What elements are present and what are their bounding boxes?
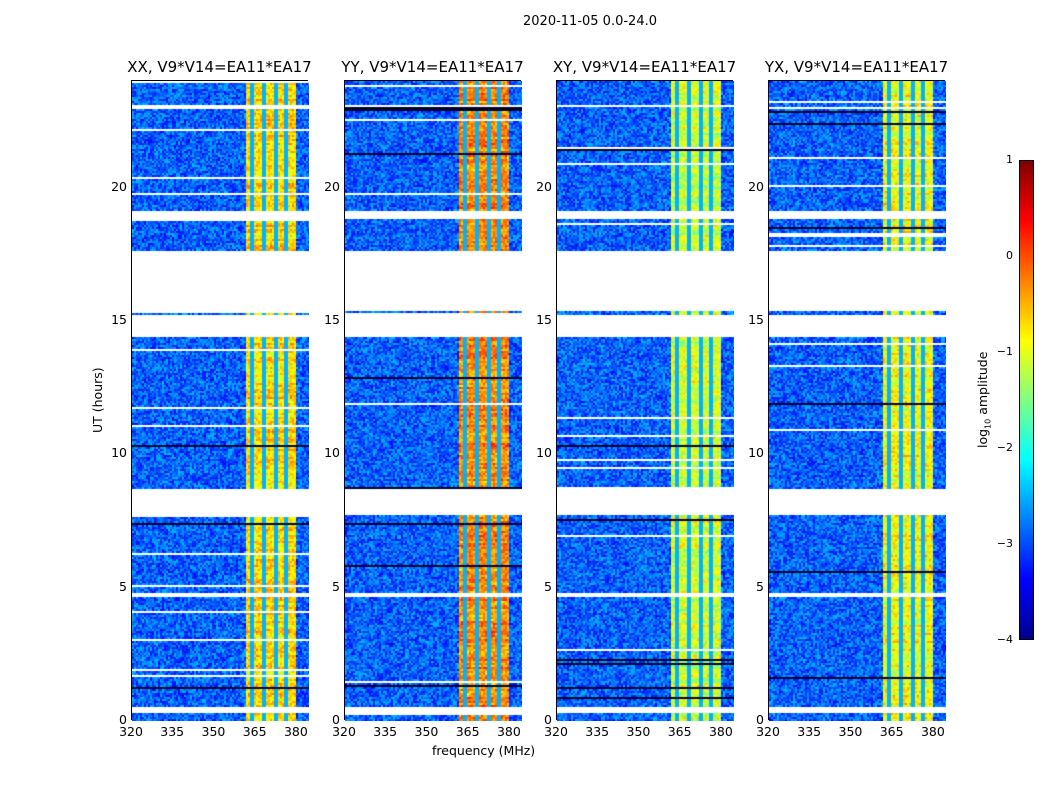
y-tick-label: 5 <box>119 578 127 594</box>
colorbar-tick-label: −3 <box>996 537 1013 550</box>
x-tick-label: 350 <box>838 724 863 739</box>
y-tick-label: 15 <box>536 312 552 327</box>
spectrogram-heatmap <box>345 81 522 721</box>
y-tick-label: 20 <box>748 178 764 194</box>
x-tick-label: 365 <box>455 724 480 739</box>
x-tick-label: 320 <box>544 724 568 739</box>
colorbar <box>1019 160 1034 640</box>
y-tick-label: 15 <box>111 312 127 327</box>
y-tick-label: 0 <box>332 712 340 727</box>
figure-title: 2020-11-05 0.0-24.0 <box>523 14 657 29</box>
y-tick-label: 20 <box>324 178 340 194</box>
x-tick-label: 320 <box>119 724 143 739</box>
spectrogram-heatmap <box>557 81 734 721</box>
x-tick-label: 335 <box>585 724 610 739</box>
y-tick-label: 0 <box>119 712 127 727</box>
y-tick-label: 10 <box>111 445 127 461</box>
x-tick-label: 350 <box>414 724 439 739</box>
x-tick-label: 380 <box>496 724 521 739</box>
spectrogram-panel <box>556 80 734 721</box>
x-tick-label: 380 <box>920 724 945 739</box>
y-tick-label: 5 <box>756 578 764 594</box>
y-tick-label: 0 <box>756 712 764 727</box>
spectrogram-panel <box>344 80 522 721</box>
spectrogram-heatmap <box>769 81 946 721</box>
x-axis-label: frequency (MHz) <box>432 743 536 758</box>
spectrogram-heatmap <box>132 81 309 721</box>
x-tick-label: 365 <box>242 724 267 739</box>
colorbar-tick-label: −1 <box>996 345 1013 358</box>
panel-title: XX, V9*V14=EA11*EA17 <box>127 58 312 76</box>
colorbar-tick-label: −2 <box>996 441 1013 454</box>
x-tick-label: 335 <box>373 724 398 739</box>
y-tick-label: 20 <box>536 178 552 194</box>
y-tick-label: 10 <box>324 445 340 461</box>
y-tick-label: 15 <box>748 312 764 327</box>
colorbar-tick-label: 0 <box>1006 249 1013 262</box>
spectrogram-panel <box>768 80 946 721</box>
x-tick-label: 350 <box>201 724 226 739</box>
colorbar-label: log10 amplitude <box>975 351 993 448</box>
panel-title: XY, V9*V14=EA11*EA17 <box>552 58 737 76</box>
x-tick-label: 365 <box>879 724 904 739</box>
colorbar-tick-label: −4 <box>996 633 1013 646</box>
y-tick-label: 5 <box>544 578 552 594</box>
y-tick-label: 0 <box>544 712 552 727</box>
colorbar-tick-label: 1 <box>1006 153 1013 166</box>
x-tick-label: 365 <box>667 724 692 739</box>
x-tick-label: 335 <box>797 724 822 739</box>
y-axis-label: UT (hours) <box>90 367 105 433</box>
x-tick-label: 380 <box>283 724 308 739</box>
y-tick-label: 15 <box>324 312 340 327</box>
x-tick-label: 380 <box>708 724 733 739</box>
x-tick-label: 335 <box>160 724 185 739</box>
panel-title: YY, V9*V14=EA11*EA17 <box>341 58 524 76</box>
y-tick-label: 5 <box>332 578 340 594</box>
x-tick-label: 350 <box>626 724 651 739</box>
y-tick-label: 10 <box>748 445 764 461</box>
panel-title: YX, V9*V14=EA11*EA17 <box>764 58 949 76</box>
spectrogram-panel <box>131 80 309 721</box>
x-tick-label: 320 <box>756 724 780 739</box>
x-tick-label: 320 <box>332 724 356 739</box>
y-tick-label: 20 <box>111 178 127 194</box>
y-tick-label: 10 <box>536 445 552 461</box>
